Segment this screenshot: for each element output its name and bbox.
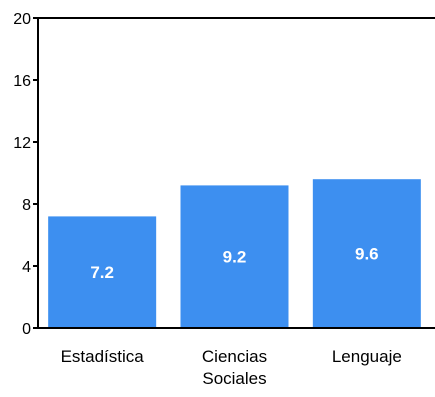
- data-label-0: 7.2: [90, 263, 114, 282]
- bars-layer: [48, 179, 421, 328]
- y-tick-label-0: 0: [22, 321, 31, 338]
- data-label-2: 9.6: [355, 245, 379, 264]
- labels-layer: 7.2 Estadística 9.2 Ciencias Sociales 9.6 Leng…: [13, 11, 402, 388]
- y-tick-label-3: 12: [13, 135, 31, 152]
- bar-0: [48, 216, 157, 328]
- category-label-1-line-0: Ciencias: [202, 347, 267, 366]
- category-label-2: Lenguaje: [332, 347, 402, 366]
- y-tick-label-4: 16: [13, 73, 31, 90]
- category-label-1-line-1: Sociales: [202, 369, 266, 388]
- bar-1: [180, 185, 289, 328]
- y-tick-label-5: 20: [13, 11, 31, 28]
- data-label-1: 9.2: [223, 248, 247, 267]
- bar-2: [312, 179, 421, 328]
- category-label-0: Estadística: [61, 347, 145, 366]
- axes-layer: [33, 17, 435, 329]
- y-tick-label-2: 8: [22, 197, 31, 214]
- y-tick-label-1: 4: [22, 259, 31, 276]
